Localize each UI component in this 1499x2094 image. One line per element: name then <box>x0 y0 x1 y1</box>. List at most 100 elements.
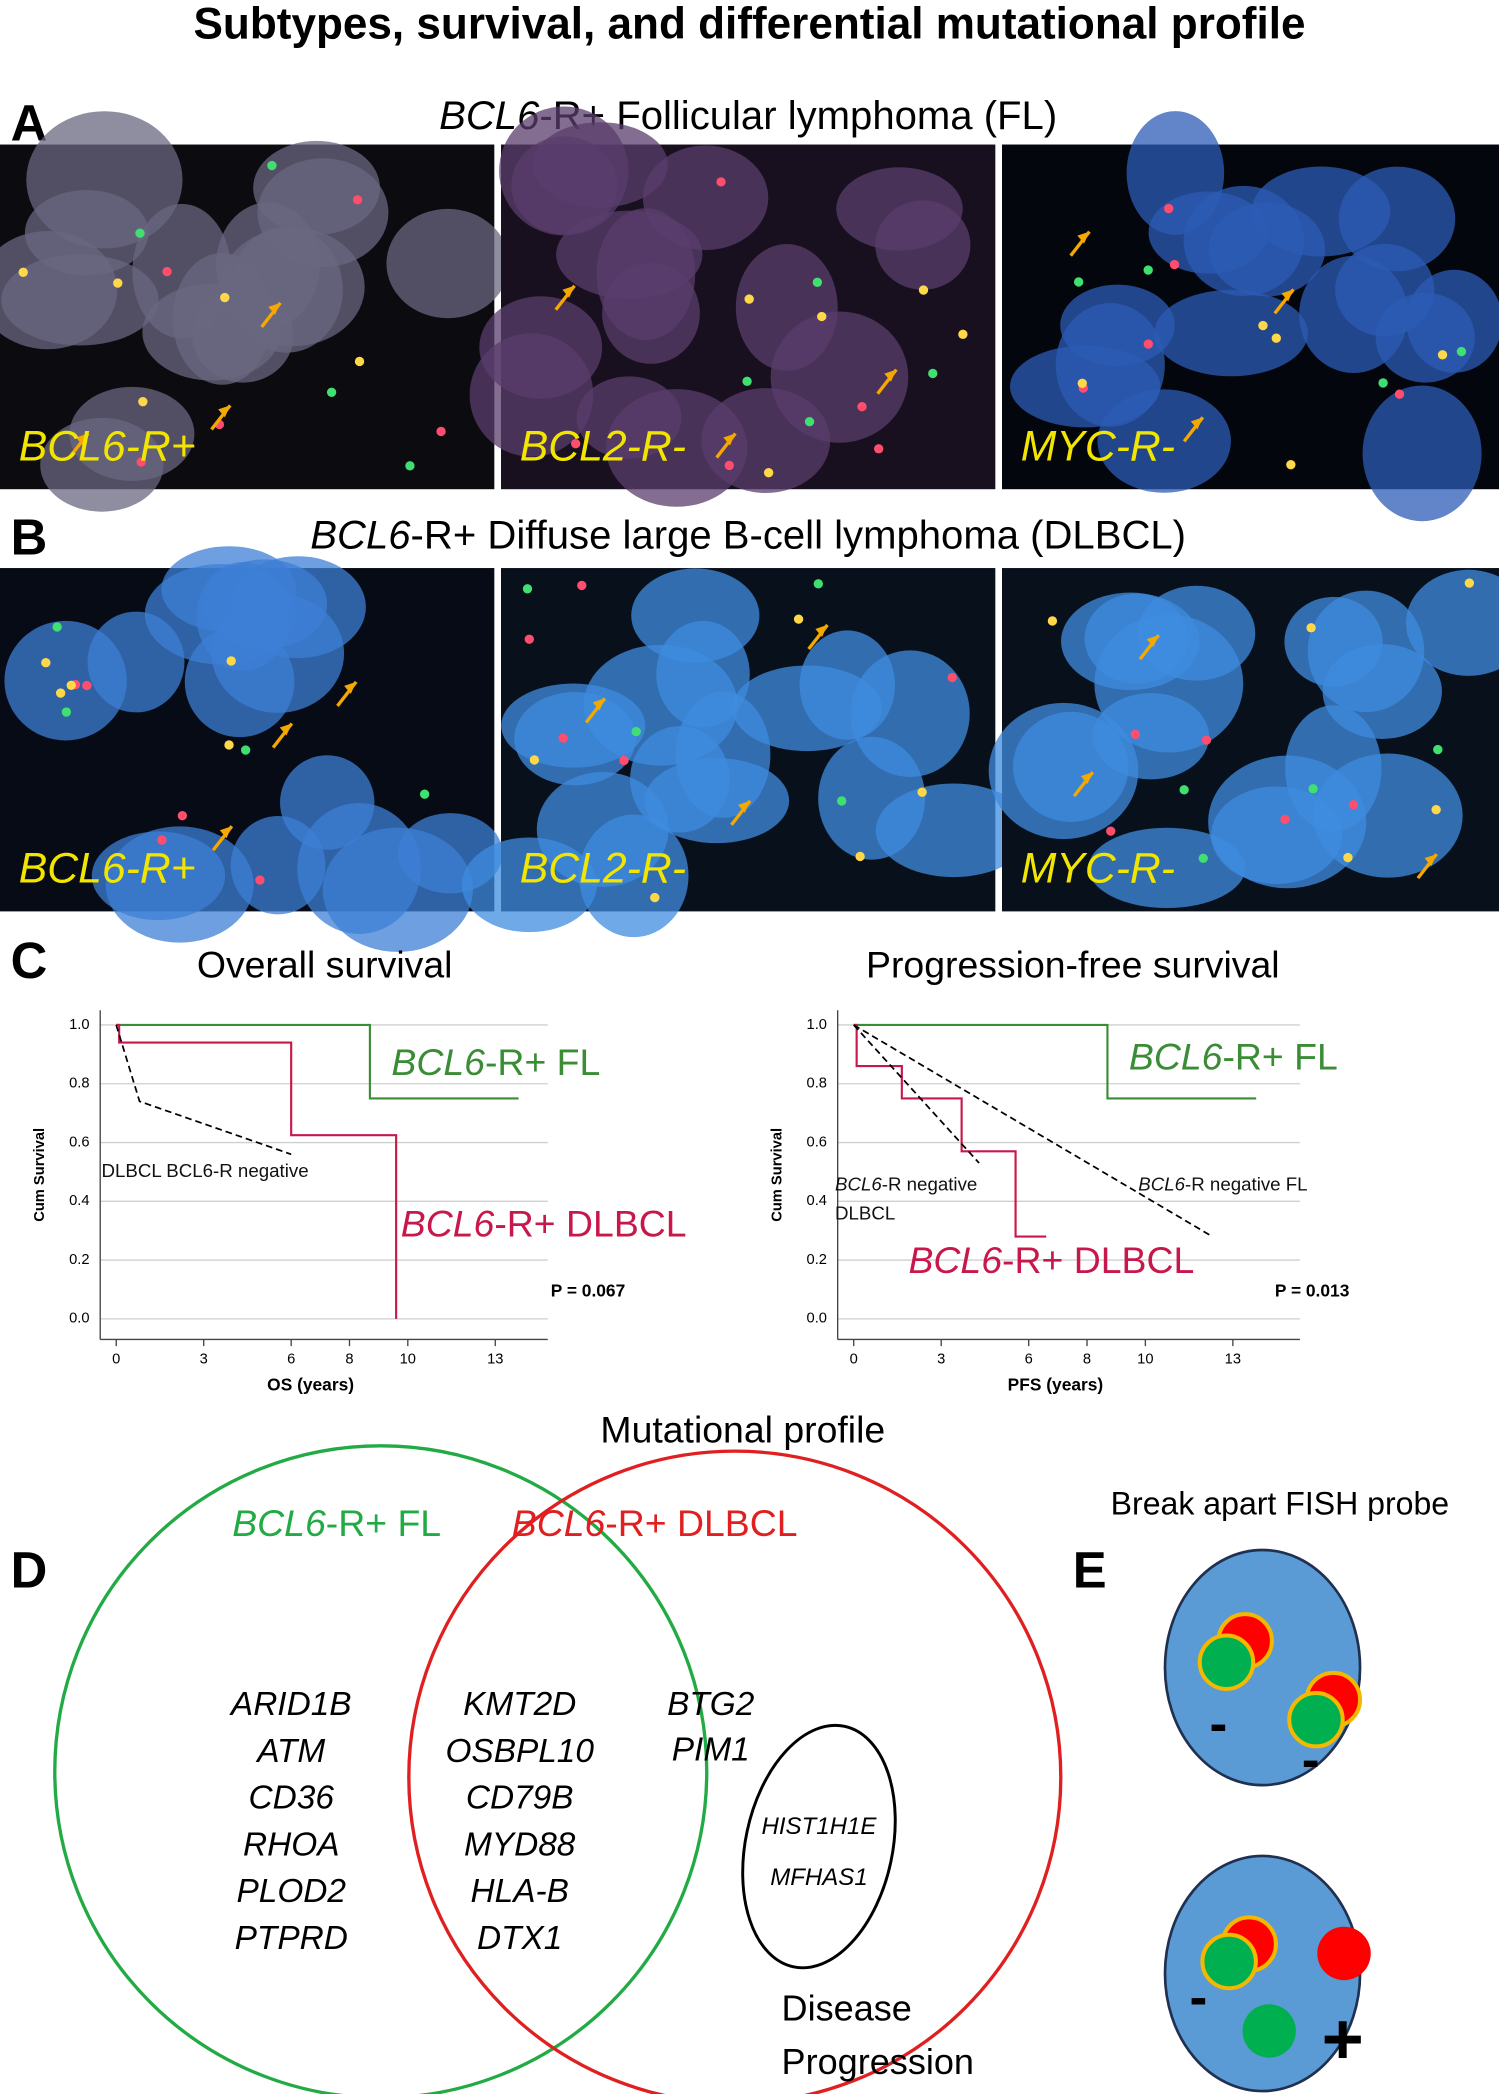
y-tick-label: 0.8 <box>807 1076 827 1092</box>
micrograph-label: BCL6-R+ <box>19 845 196 893</box>
venn-set-label: BCL6-R+ DLBCL <box>512 1502 798 1544</box>
nucleus <box>1405 569 1499 676</box>
arrow-head <box>1190 417 1203 430</box>
gene-name: MFHAS1 <box>770 1864 867 1891</box>
gene-name: RHOA <box>243 1826 339 1863</box>
fish-signal <box>837 796 847 806</box>
x-tick-label: 0 <box>850 1351 858 1367</box>
arrow-head <box>723 433 736 446</box>
probe-signal <box>1197 1633 1256 1691</box>
nucleus <box>732 665 882 752</box>
gene-name: HIST1H1E <box>762 1813 878 1840</box>
figure-title: Subtypes, survival, and differential mut… <box>194 0 1306 49</box>
fish-signal <box>1308 784 1318 794</box>
fish-signal <box>1433 744 1443 755</box>
chart-title: Progression-free survival <box>866 943 1280 985</box>
fish-signal <box>1130 729 1141 739</box>
fish-signal <box>763 467 774 478</box>
arrow-head <box>268 302 281 315</box>
cell <box>1163 1548 1362 1787</box>
fish-signal <box>354 356 365 367</box>
fish-signal <box>917 787 927 797</box>
nucleus <box>850 650 970 778</box>
nucleus <box>280 755 375 850</box>
fish-signal <box>873 444 884 454</box>
fish-signal <box>1077 378 1087 388</box>
series-label: BCL6-R+ DLBCL <box>401 1203 687 1245</box>
fish-signal <box>226 656 236 666</box>
arrow-head <box>219 826 232 839</box>
fish-signal <box>742 376 752 387</box>
arrow-head <box>218 405 231 418</box>
survival-curve <box>853 1024 1213 1238</box>
progression-set <box>741 1723 897 1970</box>
nucleus <box>630 726 730 833</box>
survival-curve <box>853 1023 1257 1100</box>
survival-curve <box>116 1023 519 1100</box>
fish-signal <box>220 292 230 303</box>
nucleus <box>875 783 1032 878</box>
series-label: DLBCL BCL6-R negative <box>102 1160 309 1181</box>
nucleus <box>4 620 127 741</box>
fish-signal <box>1164 203 1174 214</box>
fish-signal <box>1394 389 1405 399</box>
section-title: Mutational profile <box>600 1408 885 1450</box>
fish-signal <box>157 835 167 845</box>
arrow-head <box>344 681 357 694</box>
x-tick-label: 13 <box>1225 1351 1241 1367</box>
arrow-head <box>279 723 292 736</box>
fish-signal <box>522 584 533 594</box>
arrow-head <box>1080 772 1093 785</box>
probe-signal <box>1200 1932 1258 1991</box>
fish-signal <box>857 401 867 412</box>
fish-signal <box>162 266 172 277</box>
text-segment: -R+ DLBCL <box>605 1502 797 1544</box>
x-tick-label: 10 <box>1137 1351 1153 1367</box>
x-tick-label: 6 <box>1025 1351 1033 1367</box>
text-segment: -R+ FL <box>326 1502 441 1544</box>
nucleus <box>322 827 473 952</box>
text-segment: BCL6 <box>1129 1036 1223 1078</box>
fish-signal <box>66 680 76 690</box>
nucleus <box>0 231 118 350</box>
probe-signal <box>1317 1926 1371 1981</box>
probe-signal <box>1287 1690 1345 1749</box>
micrograph-label: MYC-R- <box>1021 845 1175 893</box>
text-segment: BCL6 <box>391 1041 485 1083</box>
nucleus <box>1284 596 1383 687</box>
fish-signal <box>724 460 734 471</box>
nucleus <box>1208 202 1326 297</box>
text-segment: BCL6 <box>1138 1173 1185 1194</box>
y-tick-label: 0.4 <box>807 1193 827 1209</box>
nucleus <box>1088 827 1246 909</box>
x-tick-label: 10 <box>400 1351 416 1367</box>
fish-signal <box>1464 578 1475 588</box>
panel-letter: C <box>11 932 48 989</box>
nucleus <box>1285 705 1382 832</box>
fish-signal <box>793 614 804 624</box>
fish-signal <box>1348 800 1359 810</box>
nucleus <box>1338 166 1456 272</box>
nucleus <box>578 814 689 938</box>
fish-signal <box>928 368 938 379</box>
fish-signal <box>436 426 446 437</box>
text-segment: -R+ FL <box>485 1041 600 1083</box>
arrow-head <box>1424 854 1437 867</box>
fish-signal <box>240 745 251 755</box>
fish-signal <box>1343 852 1353 863</box>
gene-name: ARID1B <box>229 1686 352 1723</box>
fish-signal <box>524 634 534 644</box>
fish-signal <box>812 277 823 288</box>
y-axis-title: Cum Survival <box>769 1128 785 1222</box>
gene-name: MYD88 <box>464 1826 576 1863</box>
chart-title: Overall survival <box>197 943 453 985</box>
nucleus <box>511 136 618 235</box>
sign: + <box>1322 1999 1364 2079</box>
nucleus <box>631 568 760 663</box>
fish-signal <box>1143 265 1153 275</box>
sign: - <box>1302 1731 1320 1790</box>
fish-signal <box>1280 814 1290 825</box>
y-tick-label: 0.0 <box>807 1311 827 1327</box>
fish-signal <box>1169 259 1180 270</box>
